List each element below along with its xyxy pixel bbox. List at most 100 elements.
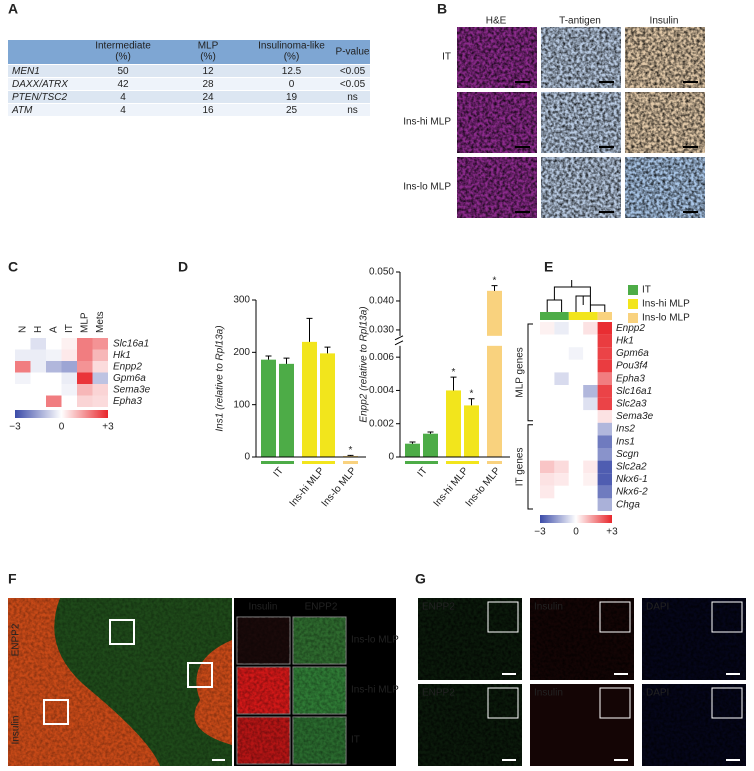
heatmap-cell <box>554 473 569 486</box>
zoom-box <box>109 619 135 645</box>
gene-label: Slc16a1 <box>113 339 149 350</box>
colorbar <box>15 410 108 418</box>
heatmap-cell <box>540 485 555 499</box>
error-bar <box>265 355 272 360</box>
bar <box>343 455 358 457</box>
row-group-label: MLP genes <box>515 347 526 397</box>
heatmap-cell <box>540 347 555 360</box>
error-bar <box>324 346 331 354</box>
heatmap-cell <box>61 361 77 373</box>
gene-label: Scgn <box>616 449 639 460</box>
heatmap-cell <box>15 372 31 384</box>
heatmap-cell <box>46 338 62 350</box>
micrograph-signal <box>530 598 634 680</box>
channel-label: Insulin <box>11 716 22 745</box>
y-tick-label: 0.002 <box>369 418 394 429</box>
heatmap-cell <box>540 359 555 373</box>
heatmap-cell <box>61 395 77 407</box>
column-label: N <box>17 326 28 333</box>
bar <box>446 390 461 457</box>
gene-label: Slc16a1 <box>616 386 652 397</box>
break-mark <box>394 335 404 346</box>
heatmap-cell <box>554 485 569 499</box>
heatmap-cell <box>597 410 612 423</box>
gene-label: Epha3 <box>113 396 142 407</box>
zoom-box <box>43 699 69 725</box>
heatmap-cell <box>554 347 569 360</box>
heatmap-cell <box>540 410 555 423</box>
heatmap-cell <box>61 372 77 384</box>
gene-label: Hk1 <box>616 336 634 347</box>
heatmap-cell <box>568 372 584 385</box>
micrograph <box>530 684 634 766</box>
gene-label: Epha3 <box>616 373 645 384</box>
inset-row-label: Ins-hi MLP <box>351 685 399 696</box>
table-row-bg <box>8 91 370 103</box>
heatmap-cell <box>540 473 555 486</box>
legend-swatch <box>628 313 638 323</box>
heatmap-cell <box>597 334 612 348</box>
heatmap-cell <box>540 460 555 474</box>
heatmap-cell <box>568 347 584 360</box>
histology-texture <box>541 92 621 153</box>
error-bar <box>468 398 475 406</box>
heatmap-cell <box>583 485 598 499</box>
column-group <box>568 312 598 320</box>
gene-label: Nkx6-1 <box>616 474 648 485</box>
bar <box>405 443 420 457</box>
heatmap-cell <box>597 422 612 436</box>
heatmap-cell <box>46 395 62 407</box>
heatmap-cell <box>540 397 555 411</box>
heatmap-cell <box>554 322 569 335</box>
heatmap-cell <box>597 498 612 511</box>
gene-label: Ins2 <box>616 424 635 435</box>
bar <box>261 359 276 457</box>
table-cell: ns <box>347 92 358 103</box>
group-label: IT <box>416 466 430 480</box>
colorbar-label: 0 <box>59 422 65 433</box>
heatmap-cell <box>30 372 46 384</box>
heatmap-cell <box>597 385 612 398</box>
significance: * <box>470 388 474 399</box>
heatmap-cell <box>92 372 108 384</box>
heatmap-cell <box>597 322 612 335</box>
heatmap-cell <box>568 397 584 411</box>
table-header: (%) <box>115 52 131 63</box>
table-row-bg <box>8 104 370 116</box>
group-bar <box>261 461 294 464</box>
gene-label: Nkx6-2 <box>616 487 648 498</box>
table-cell: 42 <box>117 79 129 90</box>
histology-row: Ins-lo MLP <box>403 182 451 193</box>
heatmap-cell <box>554 397 569 411</box>
error-bar <box>347 454 354 456</box>
heatmap-cell <box>597 460 612 474</box>
group-bar <box>487 461 502 464</box>
bar <box>423 433 438 457</box>
heatmap-cell <box>554 385 569 398</box>
heatmap-cell <box>583 473 598 486</box>
heatmap-cell <box>15 361 31 373</box>
histology-texture <box>541 157 621 218</box>
legend-label: Ins-lo MLP <box>642 313 690 324</box>
histology-texture <box>625 27 705 88</box>
panel-label: E <box>544 259 553 275</box>
heatmap-cell <box>597 347 612 360</box>
heatmap-cell <box>61 384 77 396</box>
histology-column: Insulin <box>650 16 679 27</box>
row-bracket <box>527 424 533 510</box>
heatmap-cell <box>30 361 46 373</box>
channel-label: Insulin <box>534 688 563 699</box>
heatmap-cell <box>583 422 598 436</box>
heatmap-cell <box>568 410 584 423</box>
gene-label: Enpp2 <box>616 323 645 334</box>
colorbar-label: −3 <box>9 422 21 433</box>
heatmap-cell <box>540 372 555 385</box>
heatmap-cell <box>15 395 31 407</box>
table-row-label: MEN1 <box>12 66 40 77</box>
y-tick-label: 0.050 <box>369 267 394 278</box>
heatmap-cell <box>583 322 598 335</box>
histology-texture <box>457 157 537 218</box>
heatmap-cell <box>92 338 108 350</box>
heatmap-cell <box>15 338 31 350</box>
bar <box>487 290 502 457</box>
